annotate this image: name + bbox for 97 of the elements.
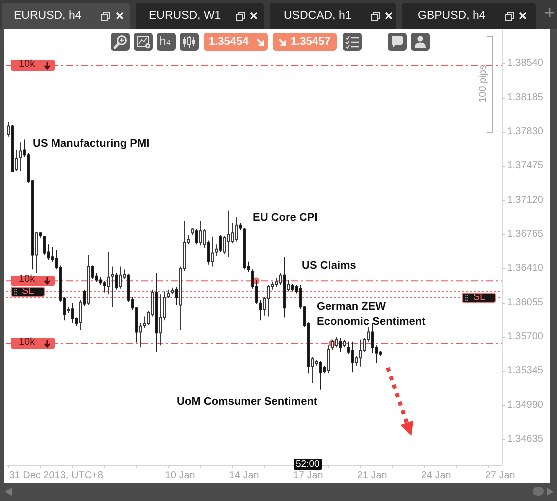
candlestick [335,336,338,348]
candlestick [15,150,18,172]
ref-line-label: SL [22,286,34,297]
y-tick-label: 1.35700 [507,332,544,342]
candlestick [167,289,170,300]
candlestick [67,306,70,314]
candlestick [191,228,194,236]
candlestick [359,339,362,368]
candlestick [155,272,158,353]
candlestick [115,272,118,290]
candlestick [19,142,22,172]
annotation: German ZEW Economic Sentiment [317,301,426,328]
candlestick [119,266,122,290]
annotation: US Manufacturing PMI [33,138,150,150]
candlestick [287,280,290,292]
ref-line-label: SL [473,292,486,303]
order-tag: 10k [11,60,55,71]
candlestick [275,278,278,288]
y-tick-label: 1.36055 [507,297,544,308]
candlestick [87,254,90,306]
ref-line-label: 10k [19,274,36,286]
tab: EURUSD, h4 [2,3,130,29]
order-tag: 10k [11,276,55,286]
candlestick [43,235,46,256]
timeframe-button: h₄ [156,33,176,51]
candlestick [343,339,346,348]
tab: GBPUSD, h4 [402,3,536,29]
y-tick-label: 1.37475 [507,160,544,172]
candlestick [175,286,178,306]
annotation: 100 pips [478,65,490,103]
annotation: 1.35457 [291,35,331,49]
candlestick [199,221,202,246]
price-button: 1.35457 [273,33,337,51]
candlestick [107,252,110,296]
candlestick [195,228,198,246]
candlestick [339,337,342,353]
candlestick [351,341,354,374]
candlestick [139,323,142,348]
candlestick [331,339,334,351]
ref-line-label: 10k [19,58,36,70]
price-button: 1.35454 [204,33,268,51]
order-tag: SL [11,286,45,297]
y-tick-label: 1.37830 [507,126,544,138]
annotation: EU Core CPI [253,212,318,224]
candlestick [267,284,270,318]
y-tick-label: 1.38540 [507,58,544,70]
chart-title: EURUSD, h4 [14,9,82,24]
candlestick [207,240,210,266]
candlestick [79,300,82,331]
tab: USDCAD, h1 [270,3,396,29]
candlestick [211,236,214,268]
candlestick [11,124,14,173]
y-tick-label: 1.36410 [507,263,544,274]
x-tick-label: 14 Jan [229,470,260,482]
candlestick [219,234,222,253]
annotation: UoM Comsumer Sentiment [177,396,318,408]
annotation: 52:00 [294,458,322,470]
candlestick [71,302,74,324]
candlestick [83,289,86,307]
candlestick [327,345,330,374]
annotation: US Claims [302,260,356,272]
ref-line-label: 10k [19,336,36,348]
y-tick-label: 1.38185 [507,92,544,104]
candlestick [291,284,294,292]
x-tick-label: 10 Jan [165,470,196,482]
y-tick-label: 1.34990 [507,400,544,411]
candlestick [311,356,314,384]
candlestick [259,300,262,322]
y-tick-label: 1.34635 [507,434,544,445]
candlestick [7,122,10,138]
x-tick-label: 21 Jan [357,470,388,482]
candlestick [111,266,114,308]
y-tick-label: 1.36765 [507,229,544,240]
annotation: 1.35454 [209,35,249,49]
y-tick-label: 1.37120 [507,194,544,206]
candlestick [103,280,106,294]
candlestick [235,217,238,242]
candlestick [283,256,286,318]
candlestick [227,210,230,258]
candlestick [279,272,282,286]
candlestick [159,294,162,346]
y-tick-label: 1.35345 [507,366,544,377]
candlestick [319,360,322,390]
order-tag: SL [462,292,496,303]
x-tick-label: 27 Jan [485,470,516,482]
candlestick [215,244,218,257]
order-tag: 10k [11,338,55,349]
candlestick [39,232,42,238]
candlestick [91,265,94,280]
candlestick [243,228,246,270]
tab: EURUSD, W1 [136,3,264,29]
candlestick [171,287,174,296]
candlestick [35,232,38,274]
annotation: h₄ [160,35,171,48]
x-tick-label: 31 Dec 2013, UTC+8 [9,470,104,482]
x-tick-label: 24 Jan [421,470,452,482]
x-tick-label: 17 Jan [293,470,324,482]
